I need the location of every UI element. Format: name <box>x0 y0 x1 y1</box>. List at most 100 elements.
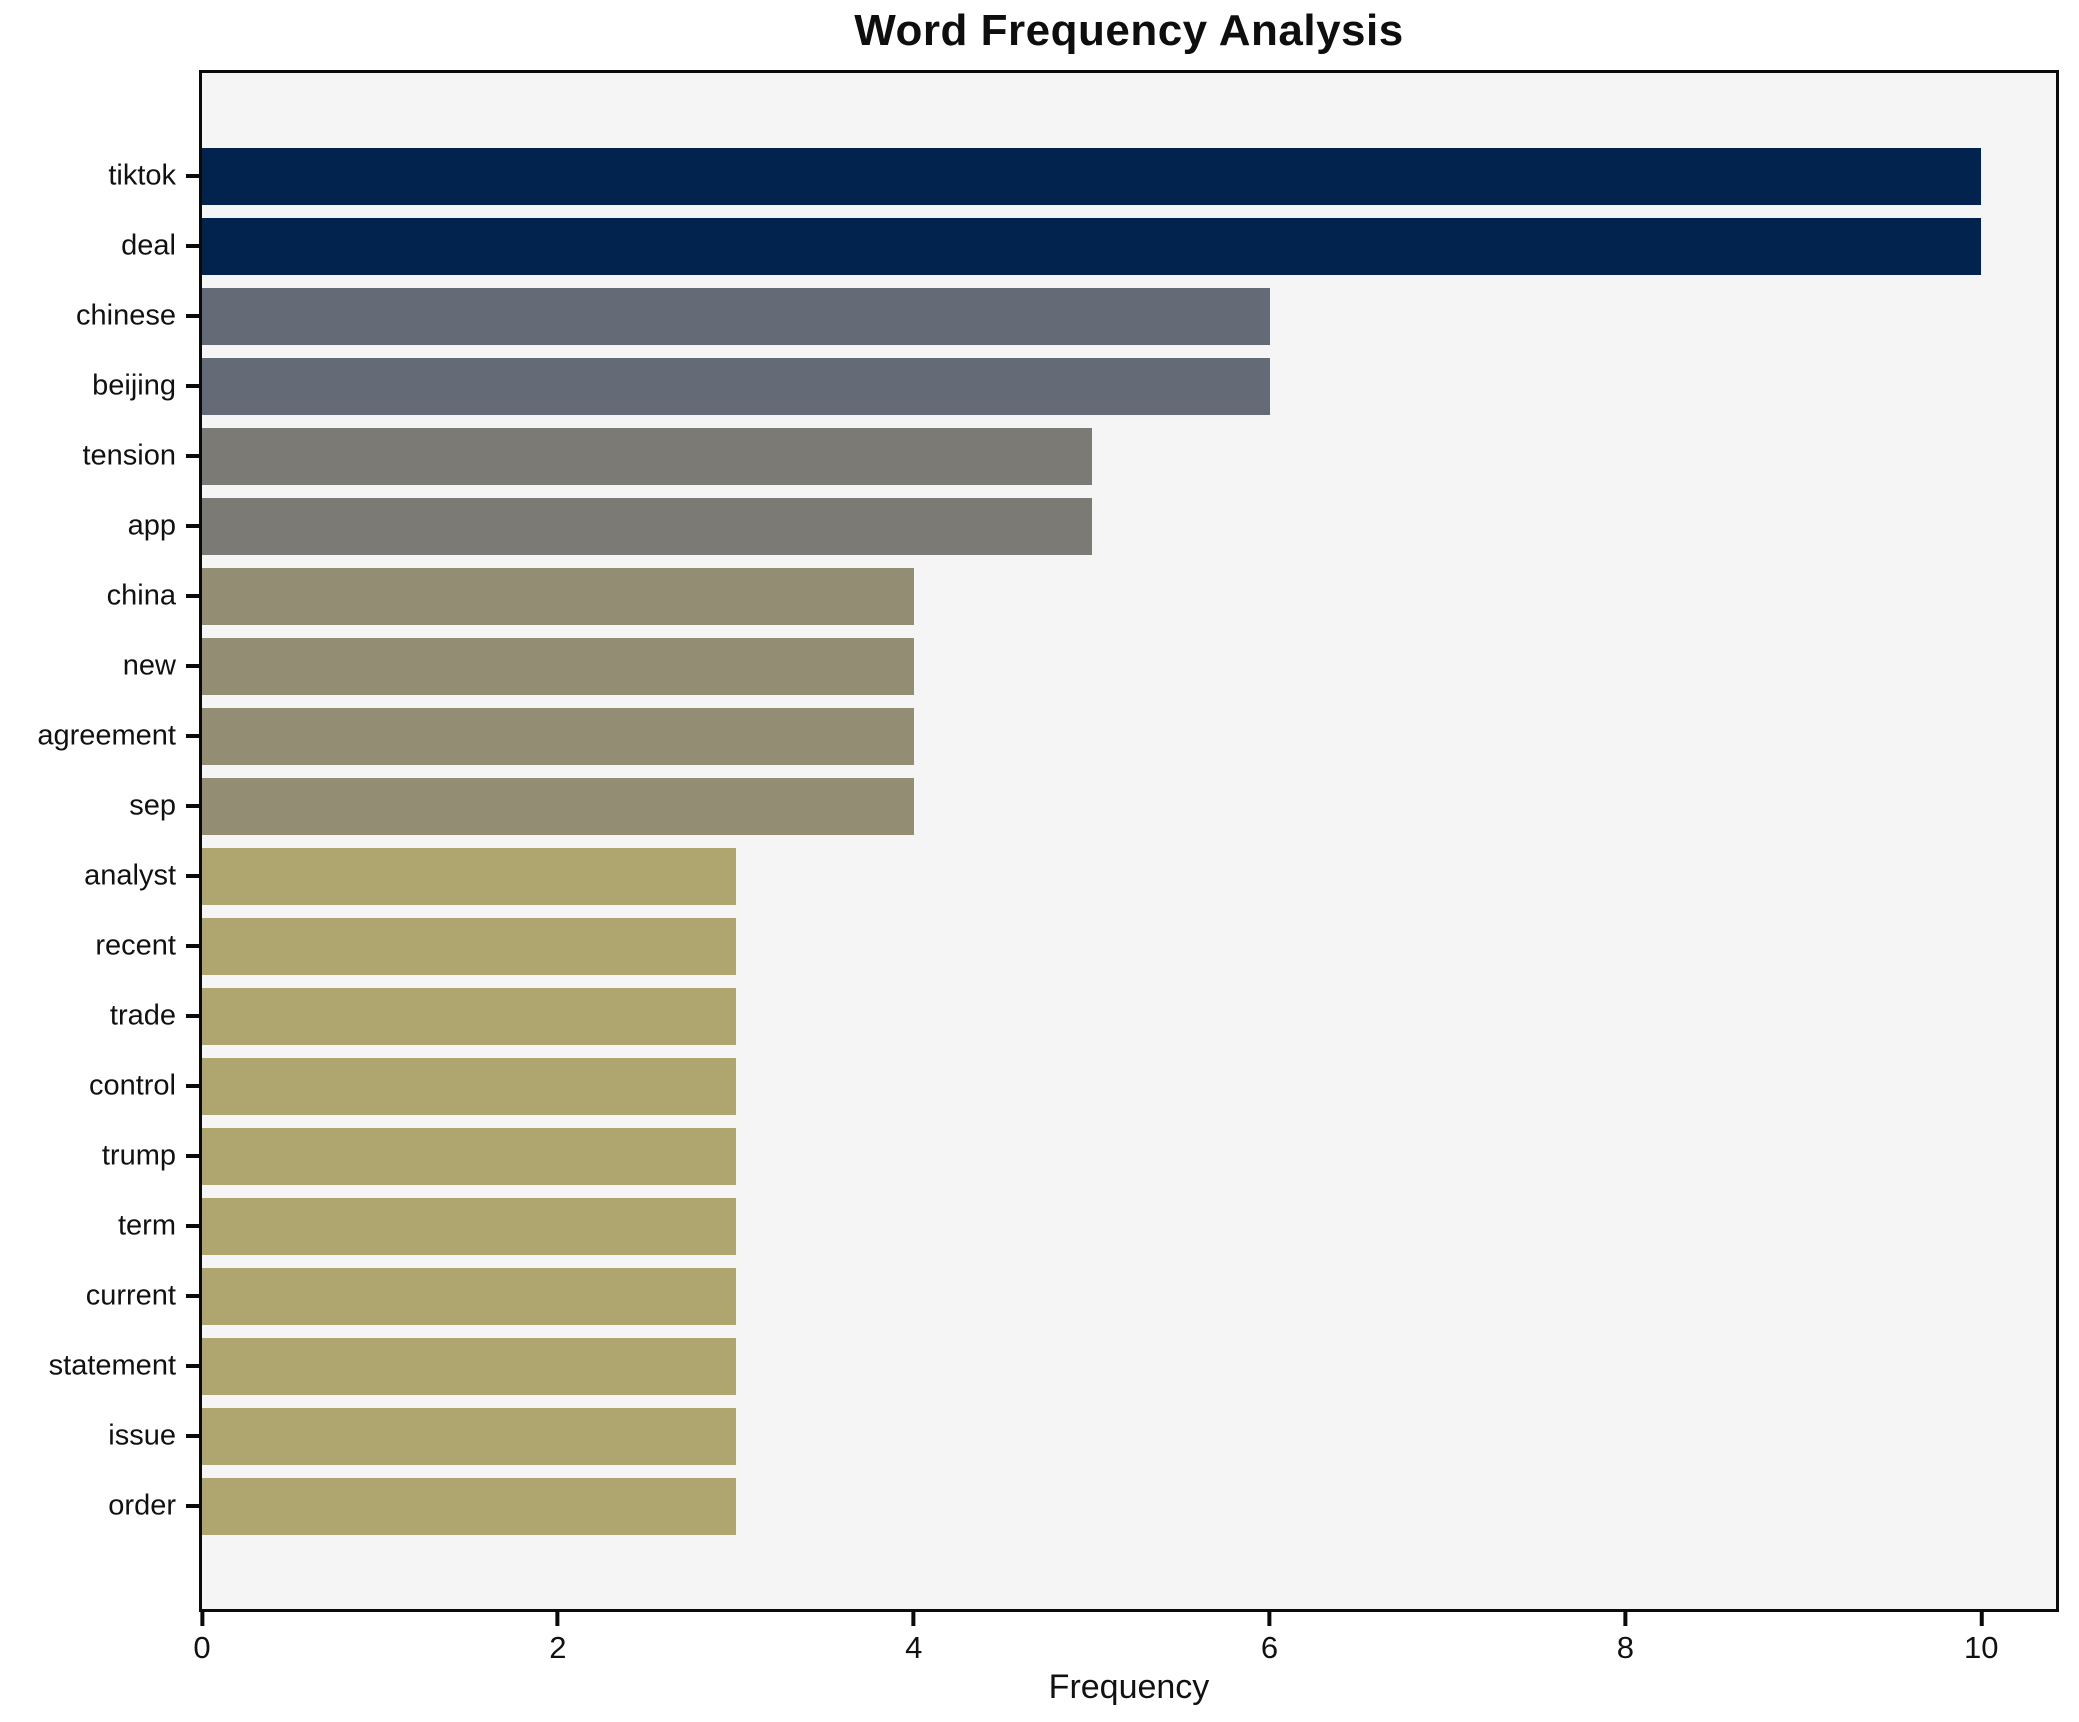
x-tick: 4 <box>905 1612 922 1666</box>
y-tick-mark <box>186 944 199 948</box>
bar-row: new <box>123 631 2056 701</box>
y-tick-mark <box>186 314 199 318</box>
y-axis-label: tension <box>82 439 176 472</box>
y-axis-label: trade <box>109 999 176 1032</box>
bar <box>202 1127 736 1185</box>
y-axis-label: sep <box>129 789 176 822</box>
y-axis-label: beijing <box>92 369 176 402</box>
bar-row: trump <box>102 1121 2056 1191</box>
y-tick-mark <box>186 244 199 248</box>
x-tick-label: 0 <box>193 1630 211 1665</box>
x-tick-label: 6 <box>1260 1630 1279 1665</box>
y-axis-label: new <box>122 649 176 682</box>
bar-row: statement <box>49 1331 2056 1401</box>
y-tick-mark <box>186 1014 199 1018</box>
x-tick-mark <box>1623 1612 1628 1626</box>
y-tick-mark <box>186 524 199 528</box>
y-tick-mark <box>186 594 199 598</box>
y-tick-mark <box>186 1224 199 1228</box>
x-axis-ticks: 0 2 4 6 8 10 <box>193 1612 2056 1672</box>
y-axis-label: analyst <box>84 859 176 892</box>
y-axis-label: order <box>108 1489 176 1522</box>
y-tick-mark <box>186 804 199 808</box>
y-axis-label: tiktok <box>108 159 176 192</box>
bar <box>202 287 1270 345</box>
bar-row: term <box>118 1191 2056 1261</box>
x-tick-mark <box>200 1612 204 1626</box>
bar-row: app <box>128 491 2056 561</box>
bar <box>202 217 1982 275</box>
bar-row: recent <box>95 911 2056 981</box>
y-axis-label: chinese <box>76 299 176 332</box>
bar <box>202 1337 736 1395</box>
y-axis-label: issue <box>108 1419 176 1452</box>
bar-row: china <box>107 561 2056 631</box>
bar-row: analyst <box>84 841 2056 911</box>
x-tick-label: 10 <box>1964 1630 1999 1665</box>
y-axis-label: term <box>118 1209 176 1242</box>
bar-row: tension <box>82 421 2056 491</box>
y-tick-mark <box>186 1504 199 1508</box>
x-tick-mark <box>555 1612 560 1626</box>
y-axis-label: statement <box>48 1349 176 1382</box>
y-tick-mark <box>186 174 199 178</box>
y-tick-mark <box>186 384 199 388</box>
bar <box>202 567 914 625</box>
bar-row: sep <box>129 771 2056 841</box>
y-tick-mark <box>186 1084 199 1088</box>
x-tick: 2 <box>549 1612 566 1666</box>
bar-row: agreement <box>37 701 2056 771</box>
y-axis-label: control <box>88 1069 176 1102</box>
y-tick-mark <box>186 1294 199 1298</box>
y-tick-mark <box>186 874 199 878</box>
bar <box>202 1057 736 1115</box>
bar <box>202 917 736 975</box>
y-tick-mark <box>186 454 199 458</box>
x-tick-label: 4 <box>905 1630 923 1665</box>
bar-row: beijing <box>92 351 2056 421</box>
bar-row: control <box>89 1051 2056 1121</box>
bar-row: tiktok <box>108 141 2056 211</box>
bar <box>202 637 914 695</box>
y-tick-mark <box>186 1434 199 1438</box>
bar-row: order <box>108 1471 2056 1541</box>
y-axis-label: china <box>106 579 176 612</box>
y-axis-label: recent <box>95 929 176 962</box>
bar-row: chinese <box>76 281 2056 351</box>
bar-row: trade <box>110 981 2056 1051</box>
y-tick-mark <box>186 1154 199 1158</box>
bar-row: current <box>86 1261 2056 1331</box>
bar-row: issue <box>108 1401 2056 1471</box>
bar <box>202 357 1270 415</box>
x-tick-mark <box>911 1612 916 1626</box>
bar <box>202 1477 736 1535</box>
x-tick: 8 <box>1617 1612 1634 1666</box>
bars-container: tiktok deal chinese beijing tension app china n… <box>37 73 2056 1609</box>
x-tick: 0 <box>193 1612 211 1666</box>
plot-area: tiktok deal chinese beijing tension app china n… <box>37 70 2059 1612</box>
bar <box>202 1197 736 1255</box>
bar <box>202 147 1982 205</box>
bar <box>202 1407 736 1465</box>
bar <box>202 497 1092 555</box>
x-tick-label: 8 <box>1616 1630 1635 1665</box>
bar <box>202 707 914 765</box>
bar <box>202 777 914 835</box>
x-tick-mark <box>1267 1612 1272 1626</box>
bar <box>202 427 1092 485</box>
bar <box>202 987 736 1045</box>
x-tick-mark <box>1979 1612 1984 1626</box>
y-tick-mark <box>186 734 199 738</box>
x-tick-label: 2 <box>549 1630 567 1665</box>
x-tick: 6 <box>1261 1612 1278 1666</box>
y-axis-label: current <box>85 1279 176 1312</box>
y-axis-label: agreement <box>37 719 176 752</box>
y-axis-label: trump <box>101 1139 176 1172</box>
y-axis-label: app <box>127 509 176 542</box>
bar <box>202 1267 736 1325</box>
x-tick: 10 <box>1964 1612 1999 1666</box>
y-tick-mark <box>186 664 199 668</box>
bar <box>202 847 736 905</box>
bar-row: deal <box>121 211 2056 281</box>
